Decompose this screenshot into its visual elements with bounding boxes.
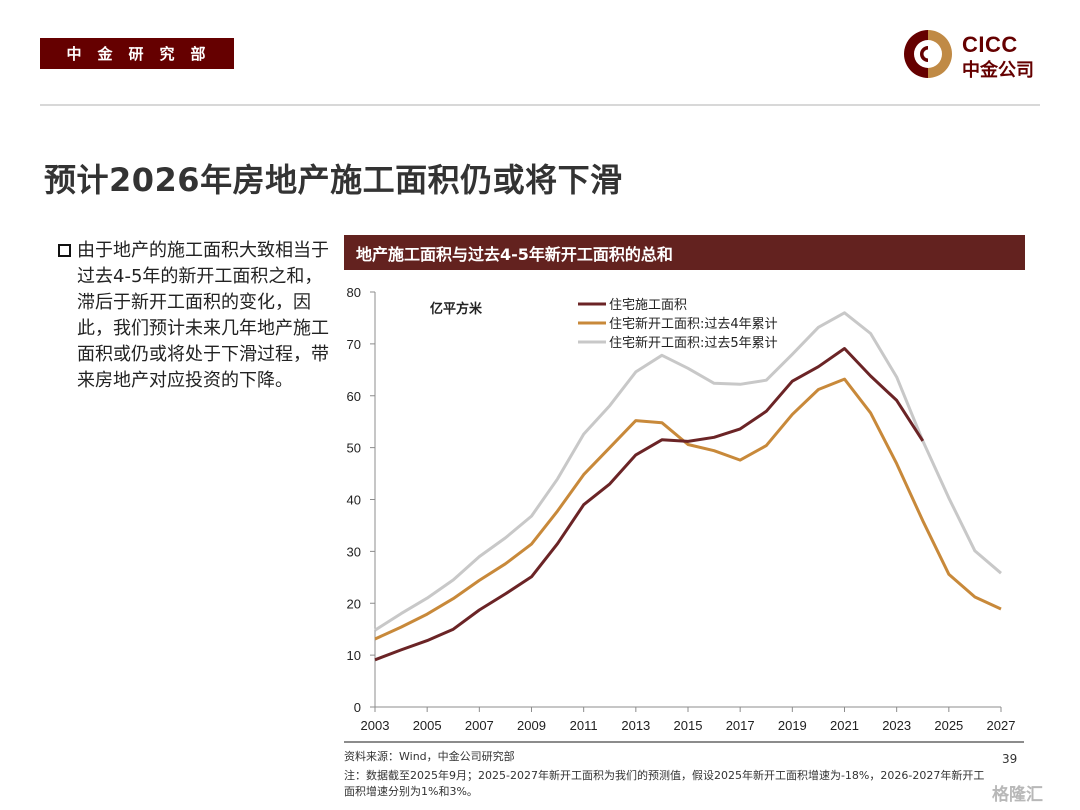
y-tick-label: 30 (347, 544, 361, 559)
cicc-logo: CICC 中金公司 (902, 28, 1052, 82)
x-tick-label: 2007 (465, 718, 494, 733)
source-note: 资料来源：Wind，中金公司研究部 (344, 750, 515, 763)
department-label: 中金研究部 (66, 45, 222, 63)
page-number: 39 (1002, 752, 1018, 766)
page-title: 预计2026年房地产施工面积仍或将下滑 (44, 161, 623, 199)
x-tick-label: 2011 (570, 718, 598, 733)
legend-label: 住宅新开工面积:过去5年累计 (609, 335, 778, 351)
department-badge: 中金研究部 (40, 38, 234, 69)
series-line-3 (374, 311, 1002, 632)
y-tick-label: 0 (354, 700, 361, 715)
y-tick-label: 10 (347, 648, 361, 663)
y-tick-label: 60 (347, 389, 361, 404)
header-divider (40, 104, 1040, 106)
legend-label: 住宅施工面积 (609, 298, 687, 313)
y-tick-label: 40 (347, 493, 361, 508)
x-tick-label: 2017 (726, 718, 755, 733)
x-tick-label: 2019 (778, 718, 807, 733)
square-bullet-icon (58, 244, 71, 257)
x-tick-label: 2025 (934, 718, 963, 733)
x-tick-label: 2009 (517, 718, 546, 733)
legend-label: 住宅新开工面积:过去4年累计 (609, 316, 778, 332)
y-tick-label: 80 (347, 285, 361, 300)
series-line-2 (374, 377, 1002, 641)
y-tick-label: 50 (347, 441, 361, 456)
x-tick-label: 2021 (830, 718, 859, 733)
series-line-1 (374, 347, 925, 662)
chart-title-bar: 地产施工面积与过去4-5年新开工面积的总和 (344, 235, 1025, 270)
footnote: 注：数据截至2025年9月；2025-2027年新开工面积为我们的预测值，假设2… (344, 769, 985, 798)
logo-text-cn: 中金公司 (962, 60, 1034, 81)
unit-label: 亿平方米 (430, 301, 483, 317)
chart-title: 地产施工面积与过去4-5年新开工面积的总和 (356, 244, 673, 264)
x-tick-label: 2023 (882, 718, 911, 733)
logo-text-en: CICC (962, 32, 1018, 57)
y-tick-label: 70 (347, 337, 361, 352)
watermark: 格隆汇 (992, 785, 1043, 805)
x-tick-label: 2013 (621, 718, 650, 733)
x-tick-label: 2027 (987, 718, 1016, 733)
y-tick-label: 20 (347, 596, 361, 611)
bullet-text: 由于地产的施工面积大致相当于过去4-5年的新开工面积之和，滞后于新开工面积的变化… (77, 240, 329, 391)
x-tick-label: 2003 (361, 718, 390, 733)
x-tick-label: 2015 (674, 718, 703, 733)
cicc-logo-icon (904, 30, 952, 78)
footer-divider (344, 741, 1024, 743)
x-tick-label: 2005 (413, 718, 442, 733)
